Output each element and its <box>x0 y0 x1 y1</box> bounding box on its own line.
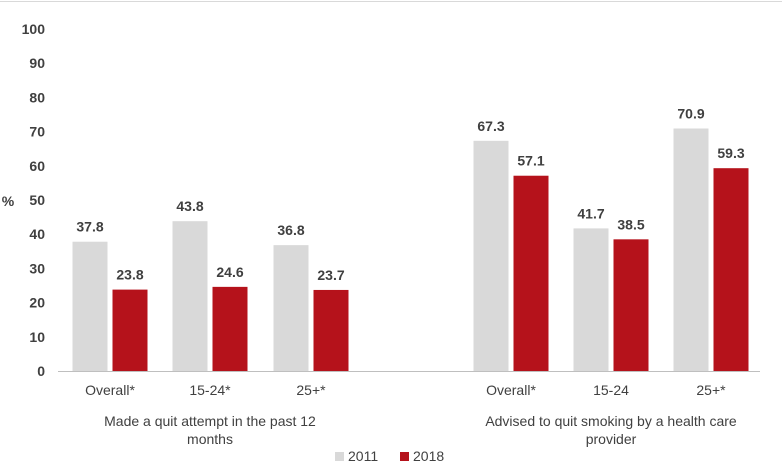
bar-2018-6 <box>713 168 749 371</box>
data-labels: 37.8 43.8 36.8 67.3 41.7 70.9 23.8 24.6 23.7 57.1… <box>76 106 744 283</box>
category-label: Overall* <box>486 382 536 398</box>
y-axis: 0 10 20 30 40 50 60 70 80 90 100 <box>22 21 46 379</box>
data-label: 38.5 <box>617 216 644 232</box>
data-label: 43.8 <box>176 198 203 214</box>
y-tick-label: 60 <box>29 158 45 174</box>
data-label: 41.7 <box>577 205 604 221</box>
group-label: Advised to quit smoking by a health care <box>485 413 737 429</box>
bars <box>72 128 749 371</box>
data-label: 24.6 <box>216 264 243 280</box>
data-label: 57.1 <box>517 153 544 169</box>
y-tick-label: 30 <box>29 260 45 276</box>
legend-swatch-2011 <box>335 452 344 461</box>
bar-2018-1 <box>112 289 148 371</box>
data-label: 37.8 <box>76 219 103 235</box>
y-tick-label: 10 <box>29 329 45 345</box>
category-labels: Overall* 15-24* 25+* Overall* 15-24 25+* <box>85 382 726 398</box>
y-tick-label: 20 <box>29 295 45 311</box>
data-label: 67.3 <box>477 118 504 134</box>
category-label: 15-24* <box>189 382 231 398</box>
bar-2011-1 <box>72 241 108 371</box>
legend-label: 2011 <box>348 448 378 462</box>
y-tick-label: 90 <box>29 55 45 71</box>
bar-2018-4 <box>513 175 549 371</box>
category-label: Overall* <box>85 382 135 398</box>
legend-swatch-2018 <box>400 452 409 461</box>
legend-label: 2018 <box>413 448 444 462</box>
y-tick-label: 40 <box>29 226 45 242</box>
data-label: 23.8 <box>116 267 143 283</box>
bar-2011-6 <box>673 128 709 371</box>
y-tick-label: 0 <box>37 363 45 379</box>
data-label: 59.3 <box>717 145 744 161</box>
y-tick-label: 50 <box>29 192 45 208</box>
group-label: Made a quit attempt in the past 12 <box>104 413 316 429</box>
bar-2011-5 <box>573 228 609 371</box>
group-label: months <box>187 431 233 447</box>
data-label: 23.7 <box>317 267 344 283</box>
bar-2011-2 <box>172 221 208 371</box>
data-label: 70.9 <box>677 106 704 122</box>
group-labels: Made a quit attempt in the past 12 months… <box>104 413 737 447</box>
y-tick-label: 80 <box>29 89 45 105</box>
bar-2018-5 <box>613 239 649 371</box>
legend: 2011 2018 <box>335 448 444 462</box>
bar-2011-4 <box>473 140 509 371</box>
bar-2011-3 <box>273 245 309 371</box>
y-axis-label: % <box>2 193 15 209</box>
bar-2018-2 <box>212 286 248 371</box>
y-tick-label: 100 <box>22 21 46 37</box>
y-tick-label: 70 <box>29 124 45 140</box>
category-label: 25+* <box>696 382 726 398</box>
data-label: 36.8 <box>277 222 304 238</box>
group-label: provider <box>586 431 637 447</box>
category-label: 15-24 <box>593 382 629 398</box>
bar-2018-3 <box>313 289 349 371</box>
category-label: 25+* <box>296 382 326 398</box>
